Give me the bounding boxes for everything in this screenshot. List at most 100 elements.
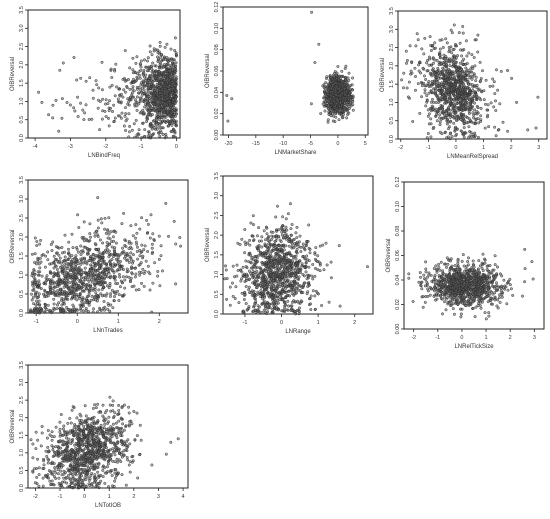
scatter-point [335, 94, 338, 97]
scatter-point [160, 245, 163, 248]
scatter-point [98, 264, 101, 267]
scatter-point [167, 69, 170, 72]
scatter-point [41, 309, 44, 312]
scatter-point [348, 107, 351, 110]
scatter-point [477, 122, 480, 125]
scatter-point [112, 306, 115, 309]
scatter-point [164, 87, 167, 90]
scatter-point [405, 50, 408, 53]
scatter-point [424, 92, 427, 95]
scatter-point [118, 276, 121, 279]
scatter-point [435, 76, 438, 79]
scatter-point [248, 286, 251, 289]
scatter-point [130, 224, 133, 227]
scatter-point [94, 286, 97, 289]
scatter-point [135, 119, 138, 122]
scatter-point [421, 84, 424, 87]
scatter-point [340, 79, 343, 82]
scatter-point [92, 311, 95, 314]
scatter-point [134, 267, 137, 270]
scatter-point [170, 104, 173, 107]
scatter-point [89, 285, 92, 288]
scatter-point [147, 265, 150, 268]
scatter-point [161, 72, 164, 75]
scatter-point [44, 281, 47, 284]
scatter-point [232, 265, 235, 268]
scatter-point [109, 107, 112, 110]
scatter-point [420, 95, 423, 98]
scatter-point [416, 32, 419, 35]
scatter-point [82, 310, 85, 313]
scatter-point [332, 99, 335, 102]
scatter-point [311, 263, 314, 266]
scatter-point [131, 262, 134, 265]
scatter-point [64, 277, 67, 280]
scatter-point [329, 94, 332, 97]
scatter-point [476, 113, 479, 116]
scatter-point [44, 255, 47, 258]
scatter-point [33, 268, 36, 271]
scatter-point [83, 258, 86, 261]
scatter-point [95, 254, 98, 257]
scatter-point [449, 64, 452, 67]
scatter-point [442, 76, 445, 79]
scatter-point [138, 103, 141, 106]
scatter-point [417, 82, 420, 85]
scatter-point [36, 286, 39, 289]
scatter-point [428, 56, 431, 59]
scatter-point [124, 112, 127, 115]
scatter-point [454, 43, 457, 46]
scatter-point [459, 42, 462, 45]
scatter-point [99, 308, 102, 311]
scatter-point [107, 230, 110, 233]
scatter-point [462, 120, 465, 123]
scatter-point [79, 102, 82, 105]
scatter-point [249, 244, 252, 247]
scatter-point [237, 269, 240, 272]
scatter-point [438, 90, 441, 93]
scatter-point [156, 92, 159, 95]
scatter-point [153, 109, 156, 112]
scatter-point [35, 263, 38, 266]
scatter-point [146, 60, 149, 63]
scatter-point [157, 52, 160, 55]
scatter-point [463, 133, 466, 136]
scatter-point [148, 79, 151, 82]
scatter-point [104, 269, 107, 272]
scatter-point [65, 281, 68, 284]
scatter-point [408, 81, 411, 84]
scatter-point [129, 280, 132, 283]
scatter-point [450, 79, 453, 82]
scatter-point [159, 92, 162, 95]
scatter-point [156, 275, 159, 278]
scatter-point [480, 107, 483, 110]
scatter-point [445, 61, 448, 64]
scatter-point [453, 24, 456, 27]
scatter-point [98, 128, 101, 131]
scatter-point [115, 258, 118, 261]
scatter-point [268, 246, 271, 249]
scatter-point [66, 101, 69, 104]
scatter-point [453, 114, 456, 117]
scatter-point [35, 244, 38, 247]
scatter-point [479, 61, 482, 64]
scatter-point [168, 78, 171, 81]
scatter-point [90, 269, 93, 272]
scatter-point [32, 289, 35, 292]
scatter-point [131, 129, 134, 132]
scatter-point [442, 46, 445, 49]
scatter-point [439, 123, 442, 126]
scatter-point [248, 254, 251, 256]
scatter-point [127, 136, 130, 139]
scatter-point [97, 107, 100, 110]
scatter-point [103, 300, 106, 303]
x-tick-label: -1 [426, 145, 431, 151]
scatter-point [108, 253, 111, 256]
scatter-point [427, 82, 430, 85]
scatter-point [139, 263, 142, 266]
scatter-point [451, 31, 454, 34]
scatter-point [143, 69, 146, 72]
scatter-point [140, 60, 143, 63]
scatter-point [236, 264, 239, 267]
scatter-point [83, 118, 86, 121]
